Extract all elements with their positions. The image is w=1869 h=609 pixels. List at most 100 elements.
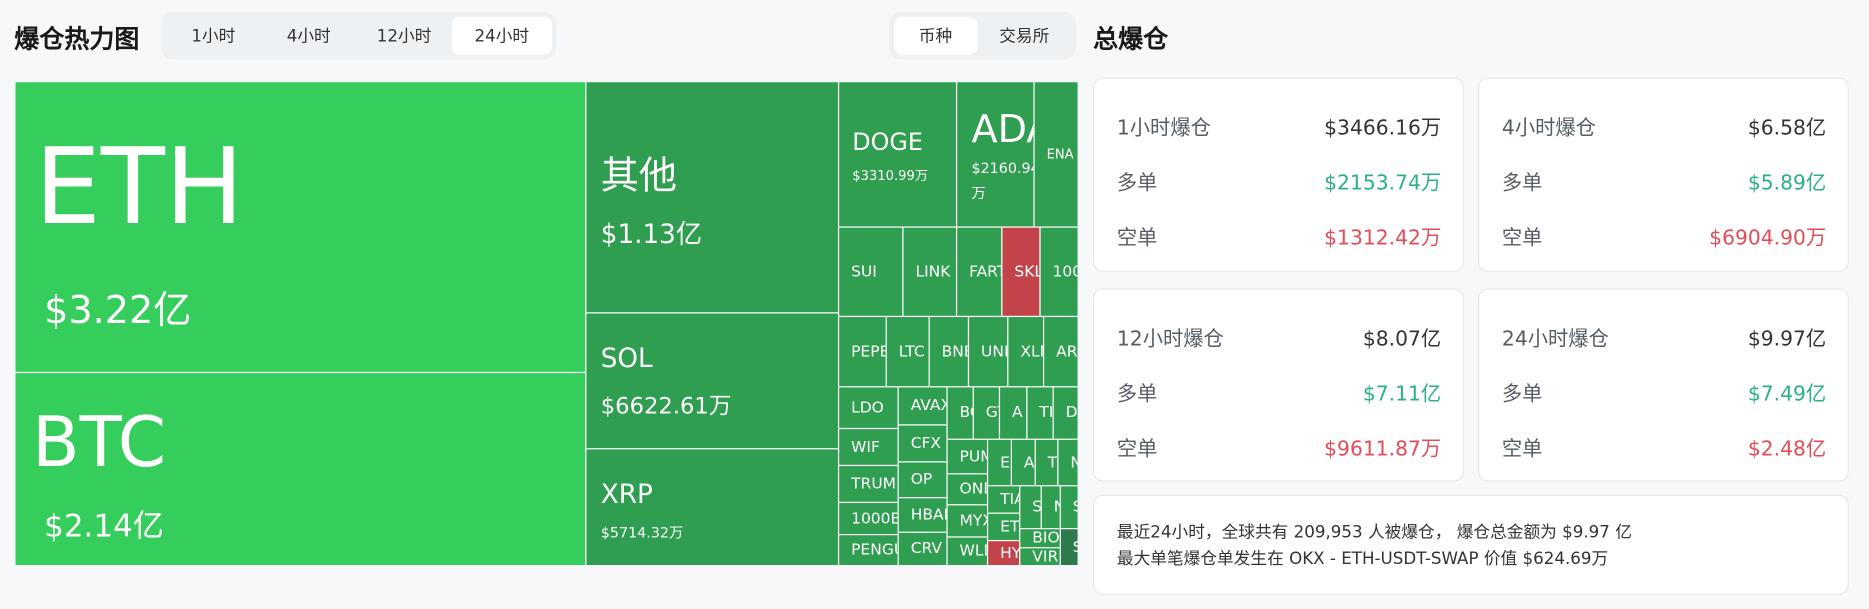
treemap-tile[interactable]: PUMP — [946, 438, 989, 475]
card-row-long: 多单 $7.49亿 — [1502, 377, 1826, 407]
summary-info: 最近24小时，全球共有 209,953 人被爆仓， 爆仓总金额为 $9.97 亿… — [1093, 494, 1849, 595]
treemap-tile[interactable]: OP — [897, 461, 948, 499]
treemap-tile[interactable]: XLM — [1007, 315, 1045, 388]
treemap-tile[interactable]: CRV — [897, 531, 948, 566]
card-row-total: 1小时爆仓 $3466.16万 — [1117, 111, 1441, 141]
tile-value: $2160.94万 — [971, 159, 1035, 202]
tile-symbol: MYX — [959, 511, 987, 530]
treemap-tile[interactable]: HBAR — [897, 497, 948, 533]
treemap-tile[interactable]: N — [1057, 438, 1078, 487]
treemap-tile[interactable]: AR — [1043, 315, 1078, 388]
row-value: $5.89亿 — [1747, 171, 1827, 196]
tile-symbol: OP — [910, 470, 933, 489]
tile-value: $1.13亿 — [600, 220, 703, 251]
row-label: 多单 — [1501, 171, 1543, 196]
tile-symbol: GT — [985, 404, 999, 422]
treemap-tile[interactable]: E — [986, 438, 1013, 487]
treemap-tile[interactable]: ET — [986, 512, 1021, 542]
treemap-tile[interactable]: LDO — [837, 386, 899, 430]
treemap-tile[interactable]: PENGU — [837, 534, 899, 566]
tab-12h[interactable]: 12小时 — [376, 27, 432, 47]
treemap-tile[interactable]: 100 — [1039, 226, 1078, 318]
treemap-tile[interactable]: TRUMP — [837, 464, 899, 504]
info-line-total: 最近24小时，全球共有 209,953 人被爆仓， 爆仓总金额为 $9.97 亿 — [1116, 523, 1632, 543]
treemap-tile[interactable]: BTC $2.14亿 — [14, 371, 587, 566]
card-row-long: 多单 $5.89亿 — [1502, 166, 1826, 196]
treemap-tile[interactable]: TIA — [986, 485, 1021, 514]
row-label: 24小时爆仓 — [1501, 327, 1609, 352]
treemap-tile[interactable]: ENA — [1033, 81, 1078, 228]
treemap-tile[interactable]: DOGE $3310.99万 — [837, 81, 958, 228]
row-label: 多单 — [1116, 382, 1158, 407]
treemap-tile[interactable]: VIR — [1019, 547, 1061, 566]
treemap-tile[interactable]: SKL — [1001, 226, 1041, 318]
card-row-long: 多单 $7.11亿 — [1117, 377, 1441, 407]
tile-symbol: ET — [1000, 517, 1020, 536]
row-value: $2153.74万 — [1324, 171, 1442, 196]
summary-title: 总爆仓 — [1093, 25, 1169, 54]
treemap-tile[interactable]: MYX — [946, 504, 989, 538]
treemap-tile[interactable]: 其他 $1.13亿 — [585, 81, 840, 314]
treemap-tile[interactable]: GT — [972, 386, 1001, 440]
treemap-tile[interactable]: D — [1052, 386, 1078, 440]
tile-symbol: CFX — [910, 434, 942, 453]
treemap-tile[interactable]: CFX — [897, 424, 948, 463]
treemap-tile[interactable]: A — [1010, 438, 1036, 487]
treemap-tile[interactable]: UNI — [967, 315, 1009, 388]
tile-symbol: ETH — [34, 125, 244, 248]
tab-exchange[interactable]: 交易所 — [999, 27, 1050, 47]
tile-symbol: BTC — [32, 401, 167, 483]
tile-value: $3.22亿 — [44, 287, 192, 333]
treemap-tile[interactable]: WIF — [837, 427, 899, 467]
tile-symbol: E — [1000, 453, 1010, 472]
tile-symbol: PEPE — [851, 342, 887, 361]
tile-symbol: LTC — [898, 342, 925, 361]
time-range-tabs: 1小时 4小时 12小时 24小时 — [160, 11, 557, 60]
tab-4h[interactable]: 4小时 — [286, 27, 331, 47]
treemap-tile[interactable]: S — [1059, 485, 1078, 530]
tile-symbol: 其他 — [600, 152, 678, 198]
tab-coin[interactable]: 币种 — [894, 16, 977, 55]
group-by-tabs: 币种 交易所 — [889, 11, 1077, 60]
treemap-tile[interactable]: A — [998, 386, 1028, 440]
liquidation-card: 12小时爆仓 $8.07亿 多单 $7.11亿 空单 $9611.87万 — [1093, 288, 1464, 482]
treemap-tile[interactable]: ETH $3.22亿 — [14, 81, 587, 374]
treemap-tile[interactable]: LINK — [902, 226, 958, 318]
treemap-tile[interactable]: XRP $5714.32万 — [585, 448, 840, 566]
treemap-tile[interactable]: 1000B — [837, 501, 899, 536]
treemap-tile[interactable]: BIO — [1019, 528, 1061, 549]
treemap-tile[interactable]: LTC — [885, 315, 930, 388]
treemap-tile[interactable]: HY — [986, 539, 1021, 566]
treemap-tile[interactable]: ADA $2160.94万 — [955, 81, 1035, 228]
treemap-tile[interactable]: TI — [1026, 386, 1054, 440]
tile-symbol: D — [1065, 404, 1078, 422]
treemap-tile[interactable]: N — [1040, 485, 1061, 530]
treemap-tile[interactable]: FART — [955, 226, 1003, 318]
tile-symbol: T — [1047, 453, 1058, 472]
treemap-tile[interactable]: BG — [946, 386, 974, 440]
treemap-tile[interactable]: T — [1034, 438, 1059, 487]
tile-symbol: AVAX — [910, 396, 948, 415]
treemap-tile[interactable]: S — [1059, 528, 1078, 566]
tile-symbol: ADA — [971, 106, 1033, 152]
info-line-largest: 最大单笔爆仓单发生在 OKX - ETH-USDT-SWAP 价值 $624.6… — [1116, 549, 1609, 569]
tile-value: $3310.99万 — [852, 168, 928, 184]
treemap-tile[interactable]: SOL $6622.61万 — [585, 312, 840, 450]
treemap-tile[interactable]: S — [1019, 485, 1042, 530]
treemap-tile[interactable]: SUI — [837, 226, 904, 318]
treemap-tile[interactable]: ONDO — [946, 473, 989, 506]
treemap-tile[interactable]: WLD — [946, 536, 989, 566]
tab-1h[interactable]: 1小时 — [191, 27, 236, 47]
tab-24h[interactable]: 24小时 — [451, 16, 552, 55]
tile-symbol: A — [1023, 453, 1035, 472]
treemap-tile[interactable]: AVAX — [897, 386, 948, 426]
treemap-tile[interactable]: PEPE — [837, 315, 887, 388]
row-label: 空单 — [1116, 437, 1158, 462]
tile-symbol: ENA — [1046, 146, 1074, 163]
tile-symbol: SOL — [600, 344, 653, 375]
tile-symbol: N — [1054, 498, 1060, 516]
card-row-total: 24小时爆仓 $9.97亿 — [1502, 322, 1826, 352]
liquidation-card: 1小时爆仓 $3466.16万 多单 $2153.74万 空单 $1312.42万 — [1093, 77, 1464, 272]
treemap-tile[interactable]: BNB — [928, 315, 970, 388]
